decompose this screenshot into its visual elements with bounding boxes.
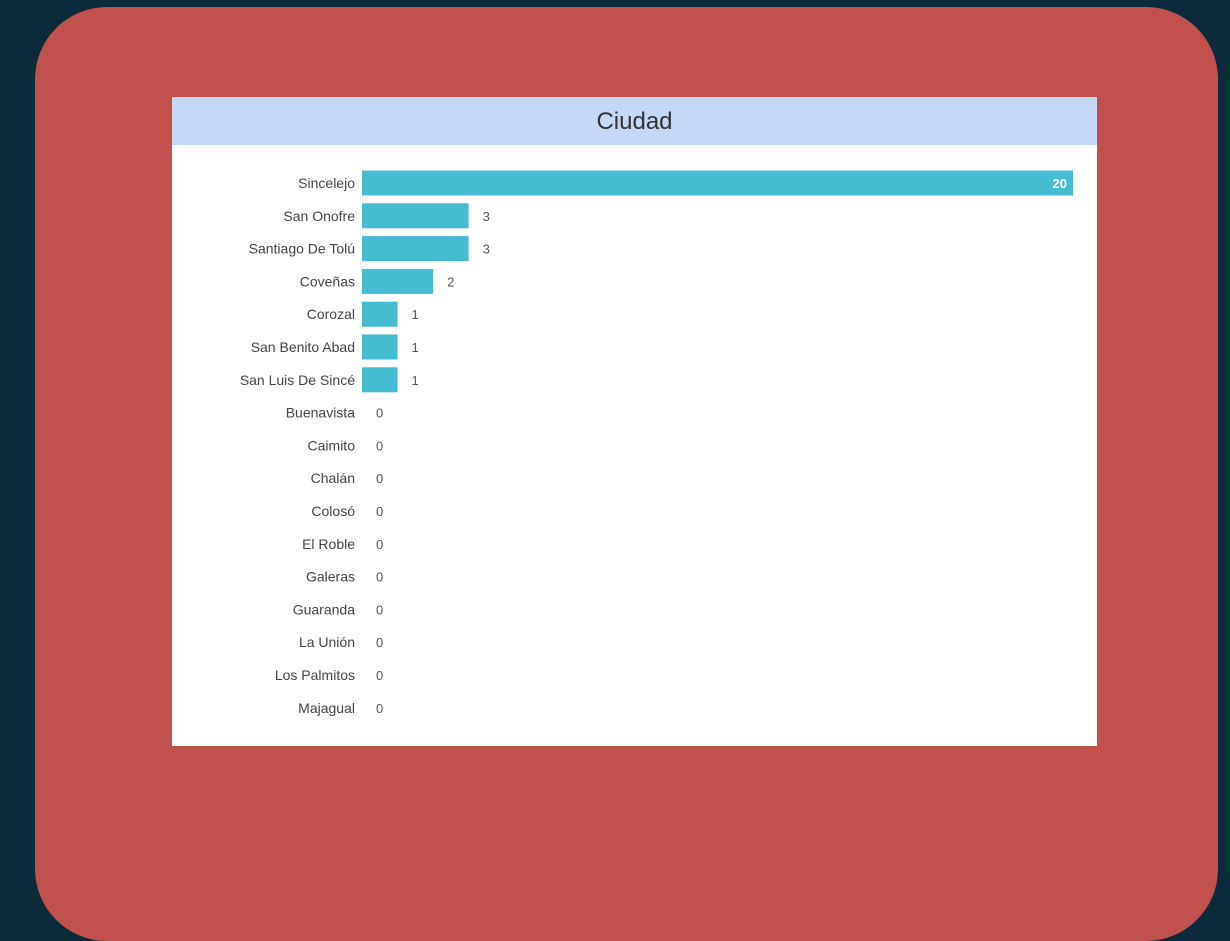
value-label: 0 <box>376 504 383 519</box>
value-label: 0 <box>376 668 383 683</box>
category-label: La Unión <box>299 634 355 650</box>
bar[interactable] <box>362 236 469 262</box>
value-label: 1 <box>412 373 419 388</box>
bar[interactable] <box>362 203 469 229</box>
value-label: 0 <box>376 701 383 716</box>
category-label: El Roble <box>302 536 355 552</box>
value-label: 1 <box>412 340 419 355</box>
bar[interactable] <box>362 301 398 327</box>
value-label: 0 <box>376 635 383 650</box>
category-label: Chalán <box>311 470 355 486</box>
chart-title: Ciudad <box>596 108 673 135</box>
category-label: Santiago De Tolú <box>249 241 355 257</box>
category-label: Galeras <box>306 569 355 585</box>
category-label: Los Palmitos <box>275 667 355 683</box>
value-label: 3 <box>483 209 490 224</box>
category-label: Sincelejo <box>298 175 355 191</box>
category-label: Majagual <box>298 700 355 716</box>
category-label: Corozal <box>307 306 355 322</box>
value-label: 2 <box>447 274 454 289</box>
value-label: 20 <box>1053 176 1067 191</box>
value-label: 1 <box>412 307 419 322</box>
bar[interactable] <box>362 367 398 393</box>
bar[interactable] <box>362 334 398 360</box>
bar[interactable] <box>362 268 434 294</box>
value-label: 0 <box>376 406 383 421</box>
value-label: 0 <box>376 471 383 486</box>
category-label: San Benito Abad <box>251 339 355 355</box>
category-label: San Onofre <box>283 208 355 224</box>
category-label: Coveñas <box>300 273 355 289</box>
chart-header: Ciudad <box>172 97 1097 145</box>
category-label: San Luis De Sincé <box>240 372 355 388</box>
value-label: 0 <box>376 570 383 585</box>
value-label: 0 <box>376 438 383 453</box>
category-label: Buenavista <box>286 405 355 421</box>
chart-card: Ciudad Sincelejo 20 San Onofre 3 Santiago De… <box>172 97 1097 746</box>
category-label: Colosó <box>311 503 355 519</box>
category-label: Guaranda <box>293 601 355 617</box>
category-label: Caimito <box>308 437 356 453</box>
value-label: 0 <box>376 537 383 552</box>
bar[interactable] <box>362 170 1073 196</box>
value-label: 3 <box>483 242 490 257</box>
value-label: 0 <box>376 602 383 617</box>
